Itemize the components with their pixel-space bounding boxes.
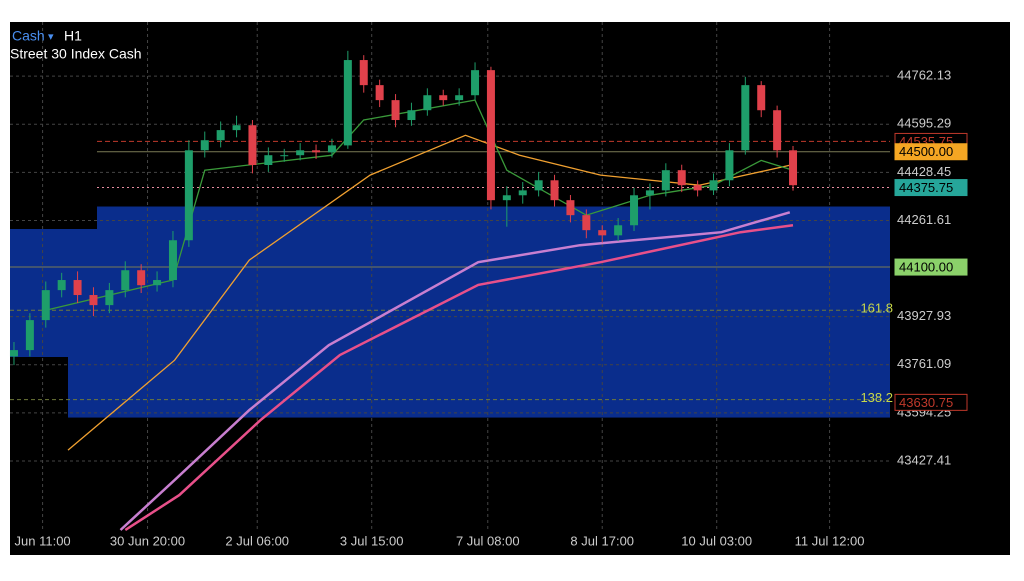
candle-body xyxy=(773,110,782,151)
candle-body xyxy=(757,85,766,111)
y-tick-label: 43427.41 xyxy=(897,452,951,467)
price-tag xyxy=(894,143,968,161)
zone-mask xyxy=(10,200,97,229)
candle-body xyxy=(709,180,718,191)
candle-body xyxy=(57,280,66,291)
candle-body xyxy=(73,280,82,296)
candle-body xyxy=(105,290,114,306)
zone-layer xyxy=(10,206,890,418)
candle-body xyxy=(614,225,623,236)
candle-body xyxy=(168,240,177,281)
candle-body xyxy=(725,150,734,181)
candle-body xyxy=(486,70,495,201)
candle-body xyxy=(296,150,305,156)
price-zone xyxy=(10,206,890,418)
y-tick-label: 44428.45 xyxy=(897,164,951,179)
candle-body xyxy=(582,215,591,231)
candle-body xyxy=(566,200,575,216)
candle-body xyxy=(645,190,654,196)
candle-body xyxy=(455,95,464,101)
x-tick-label: 7 Jul 08:00 xyxy=(456,533,520,548)
candle-body xyxy=(741,85,750,151)
candle-body xyxy=(327,145,336,153)
y-tick-label: 44595.29 xyxy=(897,116,951,131)
candle-body xyxy=(137,270,146,286)
moving-average xyxy=(119,211,791,531)
x-tick-label: 11 Jul 12:00 xyxy=(795,533,865,548)
x-tick-label: 30 Jun 20:00 xyxy=(110,533,185,548)
y-tick-label: 43927.93 xyxy=(897,308,951,323)
candle-body xyxy=(184,150,193,241)
timeframe[interactable]: H1 xyxy=(64,28,82,44)
candle-body xyxy=(502,195,511,201)
candle-body xyxy=(264,155,273,166)
candle-body xyxy=(423,95,432,111)
x-tick-label: 2 Jul 06:00 xyxy=(225,533,289,548)
candle-body xyxy=(153,280,162,286)
candle-body xyxy=(677,170,686,186)
candle-layer xyxy=(9,50,798,366)
x-tick-label: 3 Jul 15:00 xyxy=(340,533,404,548)
moving-average xyxy=(124,224,794,532)
candle-body xyxy=(280,155,289,157)
candle-body xyxy=(359,60,368,86)
candle-body xyxy=(391,100,400,121)
candle-body xyxy=(343,60,352,146)
x-tick-label: Jun 11:00 xyxy=(15,533,71,548)
y-tick-label: 44261.61 xyxy=(897,212,951,227)
candle-body xyxy=(41,290,50,321)
candle-body xyxy=(248,125,257,166)
candle-body xyxy=(312,150,321,153)
candle-body xyxy=(9,350,18,357)
candle-body xyxy=(661,170,670,191)
candle-body xyxy=(216,130,225,141)
candle-body xyxy=(534,180,543,191)
candle-body xyxy=(550,180,559,201)
x-tick-label: 10 Jul 03:00 xyxy=(681,533,752,548)
candle-body xyxy=(518,190,527,196)
candle-body xyxy=(439,95,448,101)
candle-body xyxy=(121,270,130,291)
candle-body xyxy=(25,320,34,351)
fib-label: 161.8 xyxy=(860,301,893,316)
candle-body xyxy=(630,195,639,226)
price-tag-label: 44100.00 xyxy=(899,259,953,274)
zone-mask xyxy=(10,357,68,419)
price-tag xyxy=(894,258,968,276)
y-tick-label: 43761.09 xyxy=(897,356,951,371)
price-tag xyxy=(894,179,968,197)
candle-body xyxy=(598,230,607,236)
price-tag xyxy=(894,393,968,411)
instrument-name: Street 30 Index Cash xyxy=(10,46,142,62)
candle-body xyxy=(789,150,798,186)
y-tick-label: 44762.13 xyxy=(897,68,951,83)
candle-body xyxy=(89,295,98,306)
candle-body xyxy=(471,70,480,96)
axis-layer: 44762.13 44595.29 44428.45 44261.61 43927.93… xyxy=(15,68,968,548)
price-tag-label: 43630.75 xyxy=(899,395,953,410)
x-tick-label: 8 Jul 17:00 xyxy=(570,533,634,548)
candle-body xyxy=(407,110,416,121)
symbol[interactable]: Cash xyxy=(12,28,45,44)
dropdown-icon[interactable]: ▾ xyxy=(48,31,54,43)
candle-body xyxy=(200,140,209,151)
price-tag-label: 44500.00 xyxy=(899,144,953,159)
price-tag-label: 44375.75 xyxy=(899,180,953,195)
fib-label: 138.2 xyxy=(860,390,893,405)
candle-body xyxy=(232,125,241,131)
candle-body xyxy=(375,85,384,101)
candle-body xyxy=(693,185,702,191)
